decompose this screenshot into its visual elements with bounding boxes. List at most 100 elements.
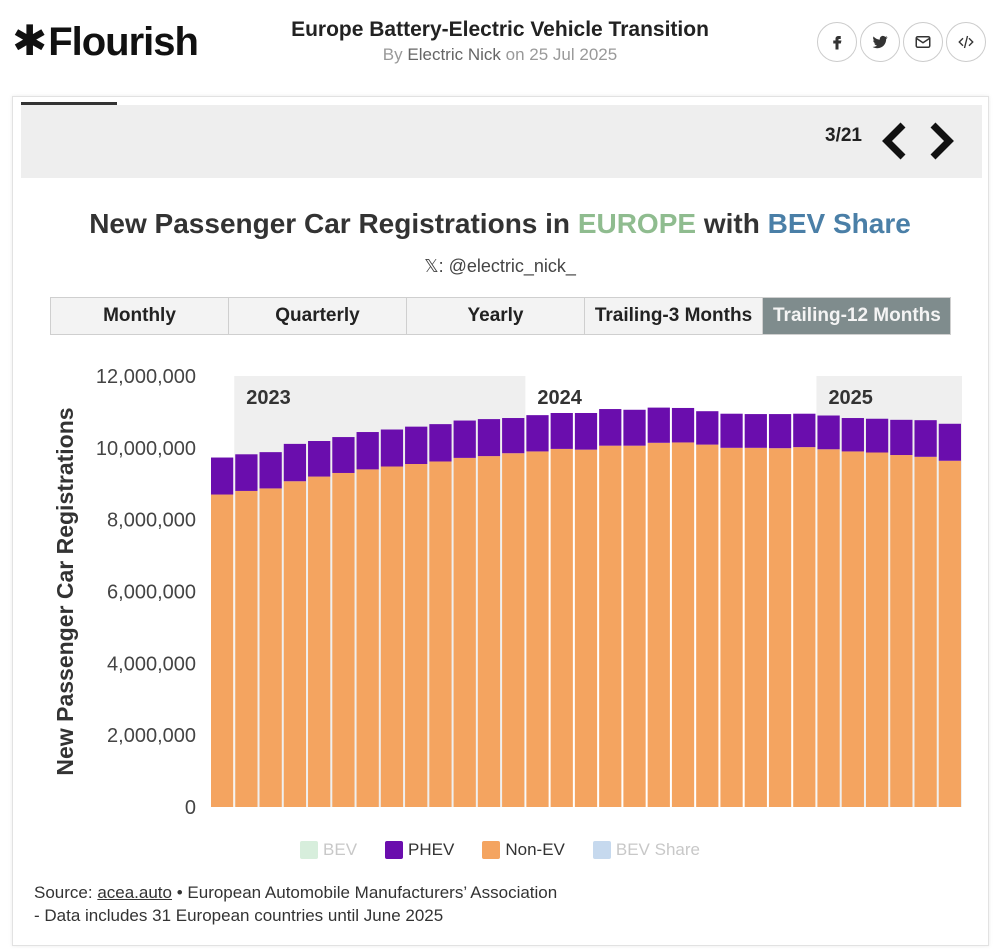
source-link[interactable]: acea.auto xyxy=(97,883,172,902)
bar-phev xyxy=(817,415,840,450)
year-label-2024: 2024 xyxy=(537,387,582,409)
bar-phev xyxy=(623,409,646,446)
author-name[interactable]: Electric Nick xyxy=(407,45,501,64)
bar-non-ev xyxy=(356,469,379,807)
bar-non-ev xyxy=(259,488,282,807)
bar-non-ev xyxy=(502,453,525,807)
legend-label: BEV xyxy=(323,840,358,859)
bar-phev xyxy=(914,420,937,457)
slide-navigation: 3/21 xyxy=(21,102,982,178)
y-tick-label: 12,000,000 xyxy=(96,366,196,388)
year-band-2025 xyxy=(816,376,962,807)
date-prefix: on xyxy=(505,45,525,64)
source-label: Source: xyxy=(34,883,98,902)
chart-subtitle: 𝕏: @electric_nick_ xyxy=(424,256,576,276)
legend-item-bev[interactable]: BEV xyxy=(300,840,357,860)
slide-counter: 3/21 xyxy=(825,125,862,146)
year-label-2025: 2025 xyxy=(828,387,873,409)
chevron-right-icon[interactable] xyxy=(920,119,960,163)
year-label-2023: 2023 xyxy=(246,387,290,409)
tab-trailing-3-months[interactable]: Trailing-3 Months xyxy=(585,298,763,334)
y-tick-label: 0 xyxy=(185,797,196,819)
legend-item-bev-share[interactable]: BEV Share xyxy=(592,840,700,860)
bar-phev xyxy=(720,413,743,448)
bar-non-ev xyxy=(211,494,234,807)
chevron-left-icon[interactable] xyxy=(876,119,916,163)
bar-non-ev xyxy=(841,451,864,807)
bar-phev xyxy=(841,418,864,452)
bar-non-ev xyxy=(550,448,573,807)
bar-non-ev xyxy=(817,449,840,807)
footer-source: Source: acea.auto • European Automobile … xyxy=(34,881,557,927)
embed-code-icon[interactable] xyxy=(946,22,986,62)
bar-non-ev xyxy=(574,449,598,807)
bar-non-ev xyxy=(720,447,743,807)
bar-phev xyxy=(308,441,331,477)
legend-label: BEV Share xyxy=(615,840,700,859)
legend-label: PHEV xyxy=(408,840,455,859)
tab-quarterly[interactable]: Quarterly xyxy=(229,298,407,334)
stacked-bar-chart: 2023 2024 2025 0 2,000,000 4,000,000 6,000,000… xyxy=(52,366,962,819)
bar-phev xyxy=(574,412,598,450)
bar-phev xyxy=(429,424,452,462)
bar-non-ev xyxy=(671,442,695,807)
by-prefix: By xyxy=(382,45,403,64)
facebook-icon[interactable] xyxy=(817,22,857,62)
title-prefix: New Passenger Car Registrations in xyxy=(89,208,578,239)
bar-non-ev xyxy=(890,455,913,807)
bar-non-ev xyxy=(599,445,622,807)
legend-swatch xyxy=(385,841,404,859)
tab-trailing-12-months[interactable]: Trailing-12 Months xyxy=(763,298,950,334)
title-middle: with xyxy=(696,208,768,239)
year-band-2023 xyxy=(234,376,526,807)
bar-phev xyxy=(259,452,282,489)
bar-non-ev xyxy=(429,461,452,807)
bar-non-ev xyxy=(768,448,792,807)
bar-phev xyxy=(453,420,476,458)
top-bar: ✱Flourish Europe Battery-Electric Vehicl… xyxy=(0,0,1000,86)
bar-phev xyxy=(283,443,307,482)
flourish-logo[interactable]: ✱Flourish xyxy=(12,17,199,64)
twitter-icon[interactable] xyxy=(860,22,900,62)
bar-non-ev xyxy=(477,456,501,807)
y-tick-label: 2,000,000 xyxy=(107,725,196,747)
bar-phev xyxy=(526,415,549,452)
progress-bar xyxy=(21,102,117,105)
bar-non-ev xyxy=(235,490,258,807)
bar-phev xyxy=(502,418,525,454)
legend-item-non-ev[interactable]: Non-EV xyxy=(482,840,565,860)
bar-phev xyxy=(696,411,719,445)
tab-yearly[interactable]: Yearly xyxy=(407,298,585,334)
bar-non-ev xyxy=(380,466,404,807)
y-axis-label: New Passenger Car Registrations xyxy=(52,407,78,775)
bar-non-ev xyxy=(696,444,719,807)
bar-phev xyxy=(380,429,404,467)
bar-non-ev xyxy=(283,481,307,807)
bar-non-ev xyxy=(308,476,331,807)
tab-monthly[interactable]: Monthly xyxy=(51,298,229,334)
share-buttons xyxy=(817,22,986,62)
email-icon[interactable] xyxy=(903,22,943,62)
chart-legend: BEV PHEV Non-EV BEV Share xyxy=(0,840,1000,860)
bar-phev xyxy=(599,409,622,446)
bar-phev xyxy=(890,419,913,456)
bar-non-ev xyxy=(405,463,428,807)
y-tick-label: 10,000,000 xyxy=(96,438,196,460)
legend-swatch xyxy=(482,841,501,859)
bar-phev xyxy=(477,419,501,457)
y-tick-label: 8,000,000 xyxy=(107,510,196,532)
bar-non-ev xyxy=(938,460,961,807)
legend-label: Non-EV xyxy=(505,840,565,859)
legend-item-phev[interactable]: PHEV xyxy=(385,840,454,860)
source-description: • European Automobile Manufacturers’ Ass… xyxy=(172,883,558,902)
bar-non-ev xyxy=(526,451,549,807)
story-title: Europe Battery-Electric Vehicle Transiti… xyxy=(291,18,709,41)
bar-non-ev xyxy=(332,472,355,807)
bar-non-ev xyxy=(623,445,646,807)
title-metric: BEV Share xyxy=(767,208,911,239)
bar-phev xyxy=(768,414,792,449)
bar-phev xyxy=(938,423,961,461)
bar-non-ev xyxy=(453,457,476,807)
bar-phev xyxy=(550,412,573,449)
bar-phev xyxy=(332,437,355,473)
